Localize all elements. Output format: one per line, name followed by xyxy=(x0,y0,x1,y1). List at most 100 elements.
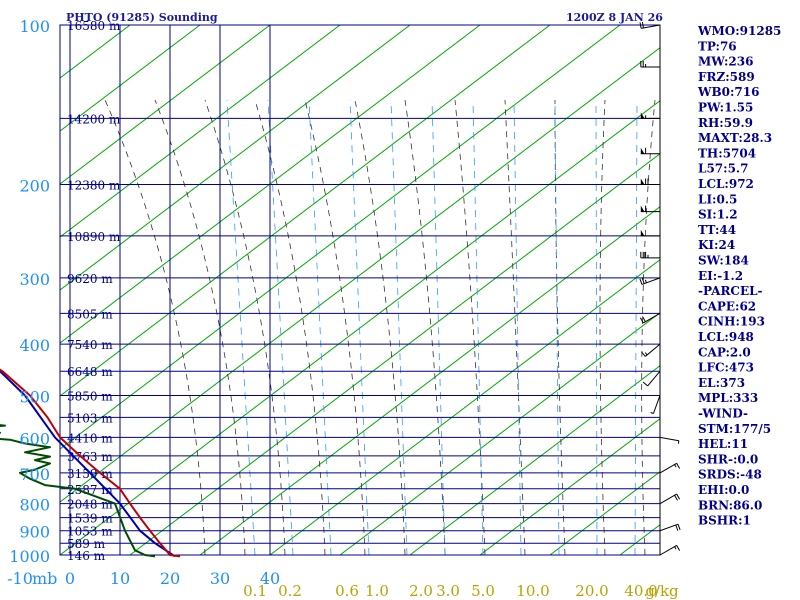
dry-adiabat-line xyxy=(60,25,341,238)
wind-barb-feather xyxy=(639,278,643,285)
stat-line: CINH:193 xyxy=(698,315,765,329)
stat-line: LCL:948 xyxy=(698,330,754,344)
stat-line: SRDS:-48 xyxy=(698,468,762,482)
stat-line: STM:177/5 xyxy=(698,422,771,436)
pressure-label: 500 xyxy=(19,387,50,406)
temperature-trace xyxy=(0,368,181,558)
moist-adiabat-line xyxy=(404,99,446,555)
temperature-tick-label: 30 xyxy=(210,569,230,588)
wind-barb-feather xyxy=(642,316,646,323)
wind-barb-pennant xyxy=(640,205,645,212)
mixing-ratio-line xyxy=(349,99,370,555)
temperature-tick-label: 40 xyxy=(260,569,280,588)
wind-barb-staff xyxy=(641,24,661,29)
wind-barb xyxy=(640,112,660,119)
stat-line: CAP:2.0 xyxy=(698,345,751,359)
stat-line: WB0:716 xyxy=(697,85,759,99)
wind-barb xyxy=(650,395,661,414)
adiabat-lines xyxy=(60,25,660,555)
chart-title: PHTO (91285) Sounding xyxy=(66,11,218,24)
pressure-label: 600 xyxy=(19,429,50,448)
wind-barb-feather xyxy=(639,22,642,29)
wind-barb-staff xyxy=(652,395,661,414)
dry-adiabat-line xyxy=(409,365,660,555)
moist-adiabat-line xyxy=(641,99,656,555)
plot-frame xyxy=(59,24,661,556)
wind-barb-staff xyxy=(647,370,661,387)
mixing-ratio-label: 1.0 xyxy=(365,582,389,600)
wind-barb xyxy=(641,343,661,357)
stat-line: BSHR:1 xyxy=(698,514,751,528)
stat-line: EL:373 xyxy=(698,376,745,390)
wind-barb-half-feather xyxy=(644,279,647,283)
wind-barb-half-feather xyxy=(674,464,677,468)
wind-barb-half-feather xyxy=(677,440,680,444)
wind-barb xyxy=(640,147,660,155)
wind-barb xyxy=(640,205,660,213)
wind-barb xyxy=(640,60,660,68)
temperature-tick-label: 20 xyxy=(160,569,180,588)
mixing-ratio-line xyxy=(390,99,408,555)
wind-barb xyxy=(642,370,661,387)
stat-line: TH:5704 xyxy=(698,146,756,160)
wind-barb-feather xyxy=(642,381,648,387)
dry-adiabat-line xyxy=(60,47,660,503)
mixing-ratio-line xyxy=(308,99,332,555)
dewpoint-trace xyxy=(0,424,156,558)
wind-barb-staff xyxy=(659,436,679,442)
height-label: 14200 m xyxy=(67,112,121,126)
axis-labels: 1002003004005006007008009001000mb-80-70-… xyxy=(7,17,679,600)
mixing-ratio-line xyxy=(513,99,522,555)
height-labels: 16580 m 14200 m 12380 m 10890 m 9620 m 8505 m… xyxy=(67,19,121,563)
mixing-ratio-line xyxy=(267,99,294,555)
wind-barb-feather xyxy=(641,351,646,357)
mixing-ratio-label: 40.0 xyxy=(624,582,657,600)
grid-lines xyxy=(59,24,661,556)
wind-barb xyxy=(659,493,681,505)
wind-barb xyxy=(659,523,681,532)
pressure-label: 900 xyxy=(19,523,50,542)
dry-adiabat-line xyxy=(60,25,201,132)
wind-barb-pennant xyxy=(640,178,645,185)
stat-line: SW:184 xyxy=(698,254,749,268)
wind-barb xyxy=(640,251,660,259)
wind-barb-staff xyxy=(659,523,679,532)
wind-barb xyxy=(640,178,660,186)
stat-line: EHI:0.0 xyxy=(698,483,749,497)
wind-barb-half-feather xyxy=(644,352,648,356)
height-label: 9620 m xyxy=(67,272,113,286)
wind-barb-feather xyxy=(674,494,678,501)
parcel-trace xyxy=(0,369,176,558)
mixing-ratio-line xyxy=(554,99,560,555)
wind-barb-feather xyxy=(677,524,681,530)
wind-barb-feather xyxy=(641,21,644,29)
moist-adiabat-line xyxy=(104,99,206,555)
dry-adiabat-line xyxy=(269,259,660,555)
stat-line: RH:59.9 xyxy=(698,116,753,130)
moist-adiabat-line xyxy=(504,99,526,555)
stat-line: LCL:972 xyxy=(698,177,754,191)
stat-line: MW:236 xyxy=(698,55,753,69)
stat-line: FRZ:589 xyxy=(698,70,755,84)
stat-line: MPL:333 xyxy=(698,391,758,405)
mixing-ratio-label: g/kg xyxy=(645,582,679,600)
pressure-label: 200 xyxy=(19,177,50,196)
wind-barb-feather xyxy=(676,493,681,500)
wind-barb xyxy=(659,544,681,556)
mixing-ratio-label: 0.6 xyxy=(335,582,359,600)
mixing-ratio-label: 3.0 xyxy=(436,582,460,600)
wind-barb-feather xyxy=(676,463,681,469)
mixing-ratio-line xyxy=(431,99,446,555)
pressure-label: 700 xyxy=(19,465,50,484)
mixing-ratio-label: 10.0 xyxy=(516,582,549,600)
stat-line: HEL:11 xyxy=(698,437,748,451)
moist-adiabat-line xyxy=(154,99,246,555)
wind-barb-feather xyxy=(641,277,645,284)
dry-adiabat-line xyxy=(60,25,551,397)
mixing-ratio-label: 2.0 xyxy=(409,582,433,600)
stat-line: SHR-:0.0 xyxy=(698,452,758,466)
stat-line: TP:76 xyxy=(698,39,737,53)
height-label: 1539 m xyxy=(67,512,113,526)
